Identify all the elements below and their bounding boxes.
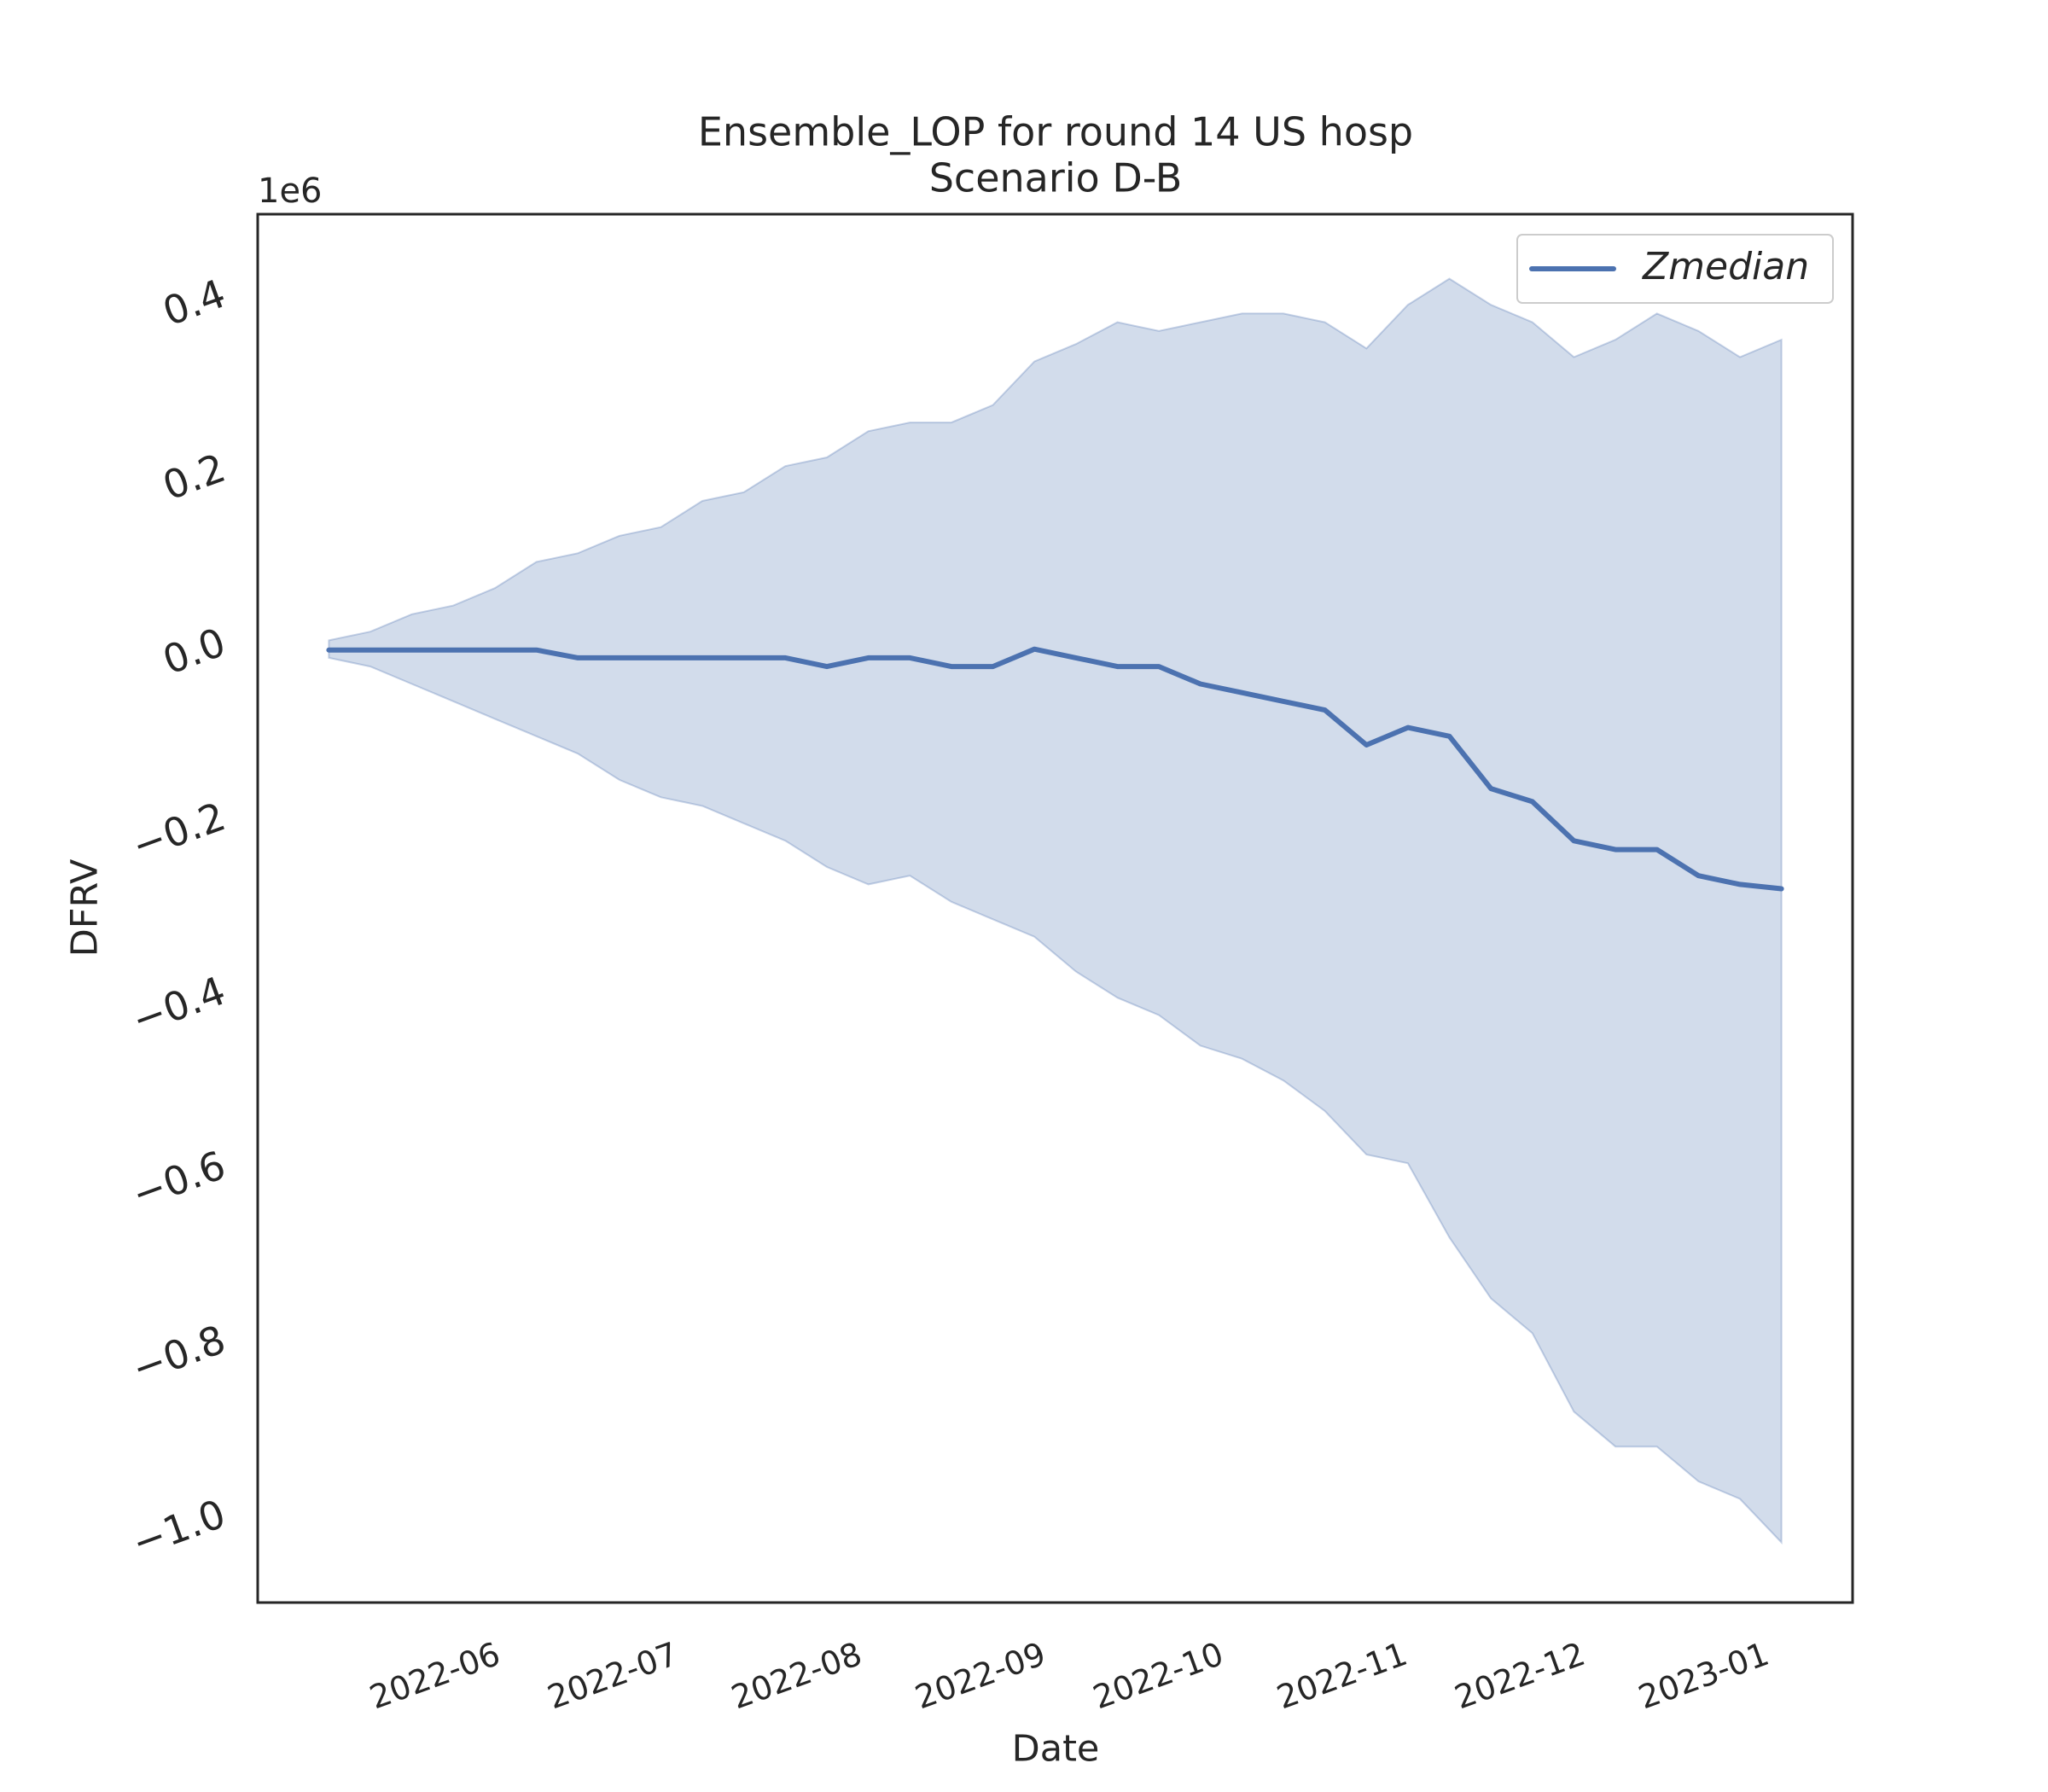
chart-subtitle: Scenario D-B [929, 155, 1183, 201]
plot-frame [256, 212, 1854, 1604]
legend-box [1516, 234, 1834, 304]
y-axis-label: DFRV [64, 858, 107, 957]
plot-area [326, 277, 1784, 1545]
y-offset-label: 1e6 [258, 172, 323, 211]
series-line [326, 646, 1784, 892]
legend: Zmedian [1516, 234, 1834, 304]
x-axis-label: Date [1012, 1728, 1100, 1771]
legend-label: Zmedian [1642, 245, 1809, 288]
chart-title: Ensemble_LOP for round 14 US hosp [698, 109, 1413, 155]
interval-band [328, 277, 1783, 1545]
